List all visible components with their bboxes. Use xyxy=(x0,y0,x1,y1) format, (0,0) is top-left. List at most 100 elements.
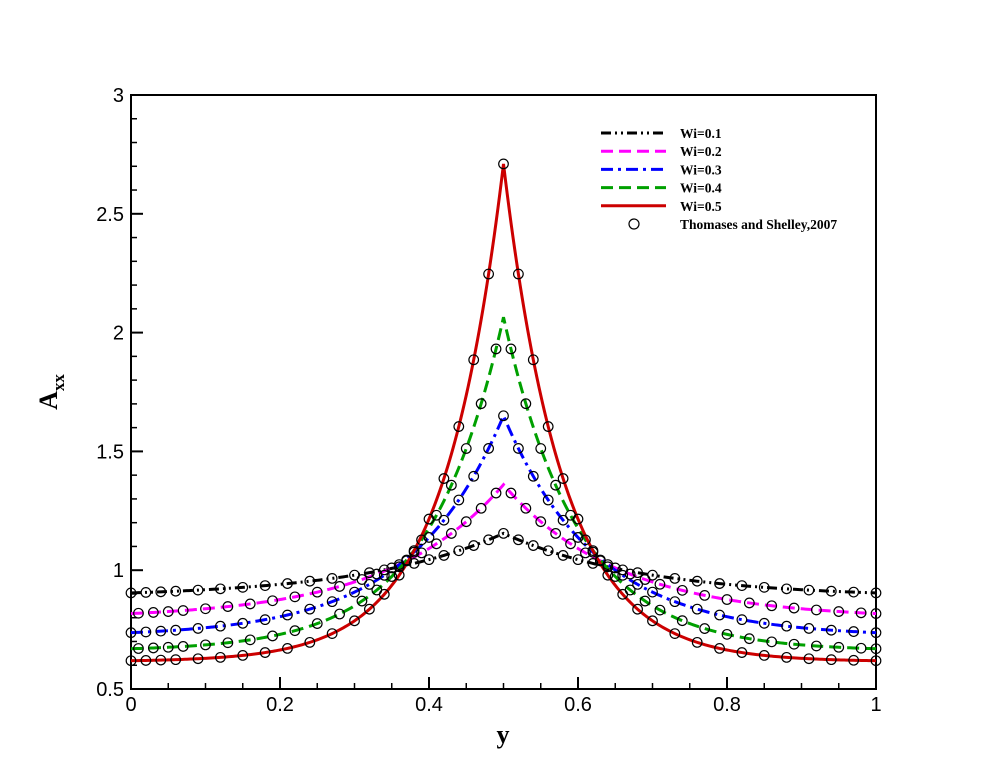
legend-label: Wi=0.5 xyxy=(680,199,722,214)
reference-marker xyxy=(825,624,837,636)
reference-marker xyxy=(289,625,301,637)
reference-marker xyxy=(565,538,576,550)
reference-marker xyxy=(371,568,383,580)
reference-marker xyxy=(460,516,472,528)
reference-marker xyxy=(214,620,226,632)
reference-marker xyxy=(654,578,666,590)
reference-marker xyxy=(557,514,569,526)
reference-marker xyxy=(647,615,658,627)
reference-marker xyxy=(408,545,420,557)
reference-marker xyxy=(781,651,792,663)
reference-marker xyxy=(334,608,346,620)
reference-marker xyxy=(393,569,405,581)
reference-marker xyxy=(147,607,159,618)
x-tick-label: 0.4 xyxy=(415,694,443,716)
reference-marker xyxy=(781,583,792,595)
reference-marker xyxy=(125,587,137,599)
reference-marker xyxy=(311,586,323,598)
reference-marker xyxy=(654,604,666,616)
reference-marker xyxy=(147,642,159,654)
reference-marker xyxy=(438,514,450,526)
reference-marker xyxy=(282,609,293,621)
reference-marker xyxy=(505,343,517,355)
reference-marker xyxy=(565,509,576,521)
reference-marker xyxy=(490,487,502,499)
reference-marker xyxy=(162,641,174,653)
reference-marker xyxy=(483,268,495,280)
reference-marker xyxy=(378,569,390,581)
reference-marker xyxy=(513,268,524,280)
reference-marker xyxy=(602,569,614,581)
reference-marker xyxy=(177,605,189,616)
series-line-Wi=0.2 xyxy=(130,482,877,616)
x-tick-label: 0.8 xyxy=(713,694,741,716)
reference-marker xyxy=(811,604,822,616)
reference-marker xyxy=(647,586,658,598)
legend: Wi=0.1 Wi=0.2 Wi=0.3 Wi=0.4 Wi=0.5 Thomases a… xyxy=(601,126,837,232)
reference-marker xyxy=(825,654,837,666)
reference-marker xyxy=(721,628,733,640)
reference-marker xyxy=(453,545,465,557)
reference-marker xyxy=(356,595,368,607)
reference-marker xyxy=(453,421,465,432)
y-tick-label: 2.5 xyxy=(96,204,124,226)
axes-layer: 0 0.2 0.4 0.6 0.8 1 0.5 1 1.5 2 2.5 3 xyxy=(96,85,881,716)
reference-marker xyxy=(140,626,152,638)
reference-marker xyxy=(125,627,137,639)
reference-marker xyxy=(475,502,487,514)
reference-marker xyxy=(803,584,815,596)
reference-marker xyxy=(535,443,547,454)
reference-marker xyxy=(542,545,554,557)
series-line-Wi=0.4 xyxy=(130,316,877,651)
reference-marker xyxy=(632,567,643,579)
reference-marker xyxy=(378,588,390,600)
reference-marker xyxy=(848,586,860,598)
reference-marker xyxy=(259,614,271,626)
reference-marker xyxy=(259,647,271,658)
reference-marker xyxy=(364,567,375,579)
reference-marker xyxy=(833,606,845,617)
y-axis-label-sub: xx xyxy=(49,374,68,392)
reference-marker xyxy=(520,398,532,410)
reference-marker xyxy=(349,615,360,627)
reference-marker xyxy=(572,554,584,566)
reference-marker xyxy=(788,602,800,614)
reference-marker xyxy=(557,473,569,484)
reference-marker xyxy=(349,586,360,598)
reference-marker xyxy=(736,614,748,626)
reference-marker xyxy=(513,534,524,546)
y-tick-label: 1 xyxy=(113,560,124,582)
y-axis-label-base: A xyxy=(34,391,63,410)
reference-marker xyxy=(282,643,293,654)
reference-marker xyxy=(326,573,338,584)
reference-marker xyxy=(222,601,234,612)
reference-marker xyxy=(632,578,643,590)
reference-marker xyxy=(244,598,256,610)
reference-marker xyxy=(736,580,748,592)
reference-marker xyxy=(386,571,398,582)
reference-marker xyxy=(550,479,562,491)
reference-marker xyxy=(192,653,204,665)
reference-marker xyxy=(803,653,815,665)
plot-frame xyxy=(130,94,877,690)
x-tick-label: 0.2 xyxy=(266,694,294,716)
reference-marker xyxy=(311,618,323,629)
plot-border xyxy=(130,94,877,690)
reference-marker xyxy=(259,580,271,592)
legend-label: Wi=0.1 xyxy=(680,126,722,141)
reference-marker xyxy=(676,584,688,596)
reference-marker xyxy=(170,654,182,666)
reference-marker xyxy=(140,655,152,666)
reference-marker xyxy=(825,585,837,597)
reference-marker xyxy=(527,470,539,482)
reference-marker xyxy=(691,603,703,615)
reference-marker xyxy=(483,534,495,546)
reference-marker xyxy=(811,640,822,652)
reference-marker xyxy=(527,354,539,366)
reference-marker xyxy=(743,633,755,645)
reference-marker xyxy=(669,573,681,584)
reference-marker xyxy=(609,571,621,582)
reference-marker xyxy=(743,597,755,609)
reference-marker xyxy=(594,554,606,566)
